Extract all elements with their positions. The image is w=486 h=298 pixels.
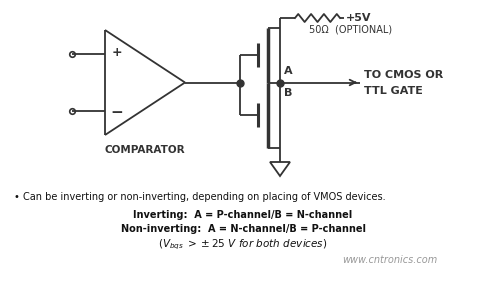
Text: Non-inverting:  A = N-channel/B = P-channel: Non-inverting: A = N-channel/B = P-chann… bbox=[121, 224, 365, 234]
Text: TO CMOS OR: TO CMOS OR bbox=[364, 69, 443, 80]
Text: $(V_{bqs}\ >\pm25\ V\ for\ both\ devices)$: $(V_{bqs}\ >\pm25\ V\ for\ both\ devices… bbox=[158, 238, 328, 252]
Text: • Can be inverting or non-inverting, depending on placing of VMOS devices.: • Can be inverting or non-inverting, dep… bbox=[14, 192, 385, 202]
Text: B: B bbox=[284, 89, 293, 99]
Text: 50Ω  (OPTIONAL): 50Ω (OPTIONAL) bbox=[309, 25, 392, 35]
Text: +5V: +5V bbox=[346, 13, 371, 23]
Text: COMPARATOR: COMPARATOR bbox=[104, 145, 185, 155]
Text: −: − bbox=[111, 105, 123, 120]
Text: www.cntronics.com: www.cntronics.com bbox=[342, 255, 437, 265]
Text: TTL GATE: TTL GATE bbox=[364, 86, 423, 95]
Text: A: A bbox=[284, 66, 293, 77]
Text: Inverting:  A = P-channel/B = N-channel: Inverting: A = P-channel/B = N-channel bbox=[133, 210, 353, 220]
Text: +: + bbox=[112, 46, 122, 59]
